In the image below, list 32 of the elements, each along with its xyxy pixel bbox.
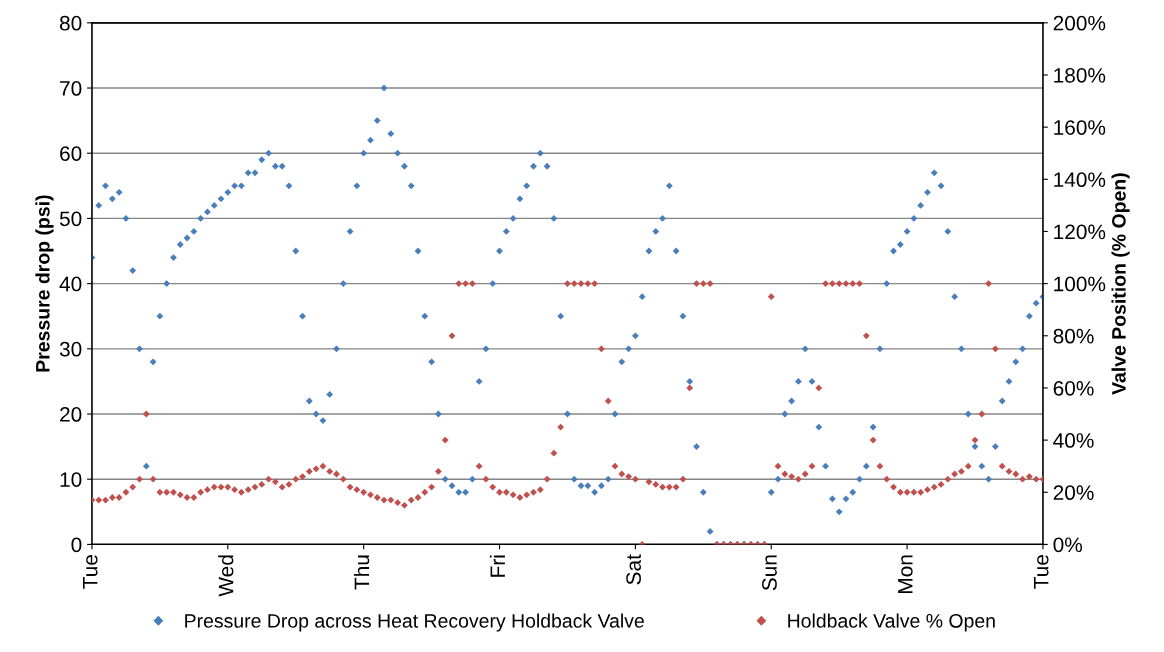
y-tick-label: 70 — [60, 81, 82, 96]
x-tick-label: Tue — [83, 555, 98, 589]
y-tick-label: 30 — [59, 341, 82, 357]
y2-axis-title: Valve Position (% Open) — [1111, 173, 1130, 395]
y-tick-label: 80 — [59, 15, 82, 31]
x-tick-label: Thu — [353, 555, 370, 590]
y2-tick-label: 100% — [1054, 276, 1106, 292]
y-tick-label: 60 — [60, 146, 82, 161]
y-tick-label: 40 — [59, 276, 82, 292]
y2-tick-label: 140% — [1054, 172, 1106, 188]
x-tick-label: Wed — [218, 555, 234, 597]
y2-tick-label: 40% — [1053, 433, 1094, 448]
legend-label: Pressure Drop across Heat Recovery Holdback Valve — [185, 613, 644, 632]
x-tick-label: Fri — [489, 555, 505, 577]
x-tick-label: Sat — [626, 554, 641, 585]
y2-tick-label: 20% — [1053, 485, 1094, 501]
y-tick-label: 50 — [59, 211, 82, 227]
y2-tick-label: 180% — [1054, 67, 1106, 83]
y2-tick-label: 120% — [1054, 224, 1106, 240]
y-axis-title: Pressure drop (psi) — [35, 195, 54, 372]
x-tick-label: Sun — [762, 555, 777, 591]
y2-tick-label: 0% — [1053, 537, 1083, 553]
y2-tick-label: 60% — [1053, 380, 1094, 396]
y-tick-label: 20 — [60, 407, 82, 422]
x-tick-label: Mon — [898, 555, 913, 593]
legend-label: Holdback Valve % Open — [788, 613, 995, 632]
y-tick-label: 0 — [71, 537, 82, 553]
y2-tick-label: 160% — [1054, 120, 1106, 135]
y-tick-label: 10 — [60, 472, 82, 487]
y2-tick-label: 80% — [1053, 328, 1094, 344]
y2-tick-label: 200% — [1053, 15, 1106, 31]
x-tick-label: Tue — [1034, 555, 1049, 589]
